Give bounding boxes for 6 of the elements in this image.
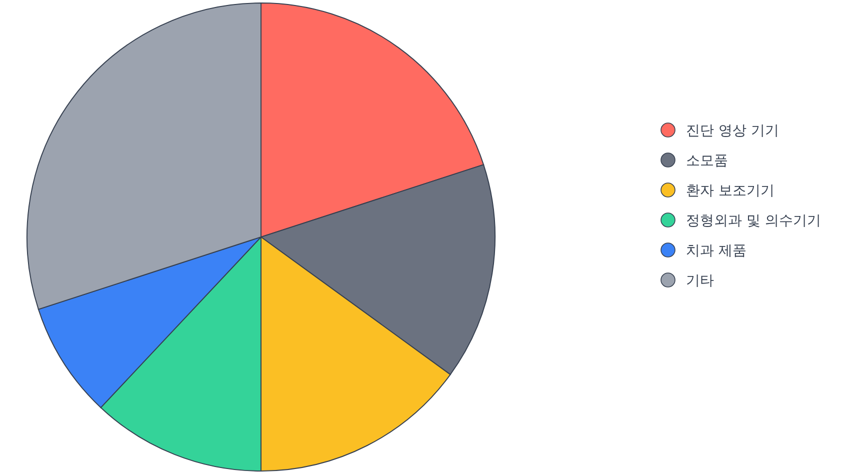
legend-label: 치과 제품	[686, 242, 746, 259]
legend-label: 진단 영상 기기	[686, 122, 779, 139]
legend-label: 기타	[686, 272, 714, 289]
legend-label: 환자 보조기기	[686, 182, 774, 199]
legend-label: 정형외과 및 의수기기	[686, 212, 821, 229]
legend-label: 소모품	[686, 152, 728, 169]
